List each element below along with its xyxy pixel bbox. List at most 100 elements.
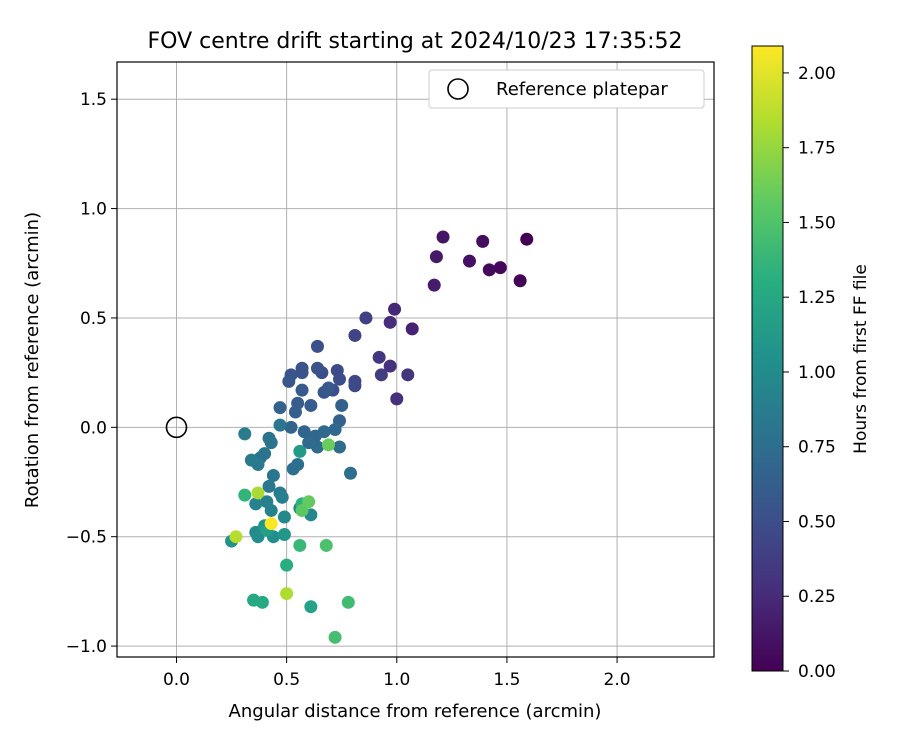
scatter-point [293, 538, 307, 552]
scatter-point [262, 479, 276, 493]
scatter-point [304, 398, 318, 412]
y-tick-label: 0.5 [80, 309, 107, 329]
scatter-point [372, 350, 386, 364]
chart-title: FOV centre drift starting at 2024/10/23 … [148, 29, 683, 54]
scatter-point [319, 538, 333, 552]
scatter-point [335, 398, 349, 412]
scatter-point [266, 468, 280, 482]
x-tick-label: 2.0 [604, 670, 631, 690]
scatter-point [304, 600, 318, 614]
scatter-point [229, 530, 243, 544]
x-tick-label: 0.5 [273, 670, 300, 690]
scatter-point [321, 438, 335, 452]
scatter-point [321, 381, 335, 395]
scatter-point [383, 359, 397, 373]
scatter-point [332, 372, 346, 386]
scatter-point [348, 379, 362, 393]
scatter-point [493, 261, 507, 275]
colorbar-tick-label: 1.75 [798, 139, 836, 159]
scatter-point [295, 366, 309, 380]
scatter-point [310, 440, 324, 454]
scatter-point [310, 339, 324, 353]
scatter-point [280, 587, 294, 601]
scatter-point [288, 405, 302, 419]
scatter-point [405, 322, 419, 336]
legend-open-circle-icon [447, 78, 469, 100]
scatter-point [264, 517, 278, 531]
scatter-point [273, 401, 287, 415]
scatter-point [513, 274, 527, 288]
scatter-point [348, 328, 362, 342]
y-tick-label: 0.0 [80, 418, 107, 438]
colorbar: 0.00 0.25 0.50 0.75 1.00 1.25 1.50 1.75 2.00 Hou… [751, 45, 871, 682]
scatter-point [429, 250, 443, 264]
colorbar-tick-label: 0.00 [798, 662, 836, 682]
scatter-point [251, 486, 265, 500]
scatter-point [262, 431, 276, 445]
colorbar-tick-label: 0.50 [798, 512, 836, 532]
colorbar-tick-label: 1.25 [798, 288, 836, 308]
y-tick-label: −0.5 [66, 528, 107, 548]
scatter-point [277, 510, 291, 524]
y-tick-label: −1.0 [66, 637, 107, 657]
grid [117, 62, 714, 657]
scatter-point [476, 234, 490, 248]
scatter-point [332, 440, 346, 454]
scatter-point [310, 361, 324, 375]
scatter-point [244, 453, 258, 467]
legend: Reference platepar [428, 69, 705, 109]
legend-label: Reference platepar [496, 79, 668, 100]
scatter-point [317, 425, 331, 439]
scatter-point [390, 392, 404, 406]
scatter-point [238, 488, 252, 502]
scatter-point [359, 311, 373, 325]
x-tick-label: 1.0 [383, 670, 410, 690]
colorbar-tick-label: 1.50 [798, 213, 836, 233]
x-tick-label: 1.5 [493, 670, 520, 690]
plot-frame [116, 61, 715, 658]
scatter-point [284, 420, 298, 434]
scatter-point [427, 278, 441, 292]
legend-box [428, 69, 705, 109]
scatter-point [302, 495, 316, 509]
scatter-point [388, 302, 402, 316]
x-axis-label: Angular distance from reference (arcmin) [229, 701, 602, 722]
scatter-point [264, 503, 278, 517]
data-points [225, 230, 534, 644]
scatter-point [328, 423, 342, 436]
scatter-point [520, 232, 534, 246]
scatter-point [273, 418, 287, 432]
scatter-point [344, 466, 358, 480]
scatter-point [293, 444, 307, 458]
scatter-point [277, 528, 291, 541]
colorbar-tick-label: 0.75 [798, 438, 836, 458]
scatter-point [249, 497, 263, 511]
scatter-point [401, 368, 415, 382]
colorbar-tick-label: 2.00 [798, 64, 836, 84]
colorbar-label: Hours from first FF file [851, 264, 871, 454]
scatter-point [280, 558, 294, 572]
scatter-point [328, 630, 342, 644]
colorbar-tick-label: 1.00 [798, 363, 836, 383]
x-tick-label: 0.0 [163, 670, 190, 690]
scatter-point [341, 595, 355, 609]
colorbar-gradient [751, 45, 784, 672]
reference-platepar-marker [165, 416, 188, 439]
y-axis-ticks: −1.0 −0.5 0.0 0.5 1.0 1.5 [66, 90, 117, 657]
scatter-point [291, 458, 305, 471]
y-axis-label: Rotation from reference (arcmin) [22, 212, 43, 508]
scatter-point [383, 315, 397, 329]
scatter-point [238, 427, 252, 441]
x-axis-ticks: 0.0 0.5 1.0 1.5 2.0 [163, 657, 631, 690]
scatter-point [295, 383, 309, 397]
y-tick-label: 1.5 [80, 90, 107, 110]
scatter-point [374, 368, 388, 382]
y-tick-label: 1.0 [80, 200, 107, 220]
colorbar-tick-label: 0.25 [798, 587, 836, 607]
scatter-point [297, 425, 311, 439]
scatter-point [255, 595, 269, 609]
scatter-point [436, 230, 450, 244]
colorbar-ticks: 0.00 0.25 0.50 0.75 1.00 1.25 1.50 1.75 2.00 [783, 64, 836, 682]
scatter-point [275, 490, 289, 504]
